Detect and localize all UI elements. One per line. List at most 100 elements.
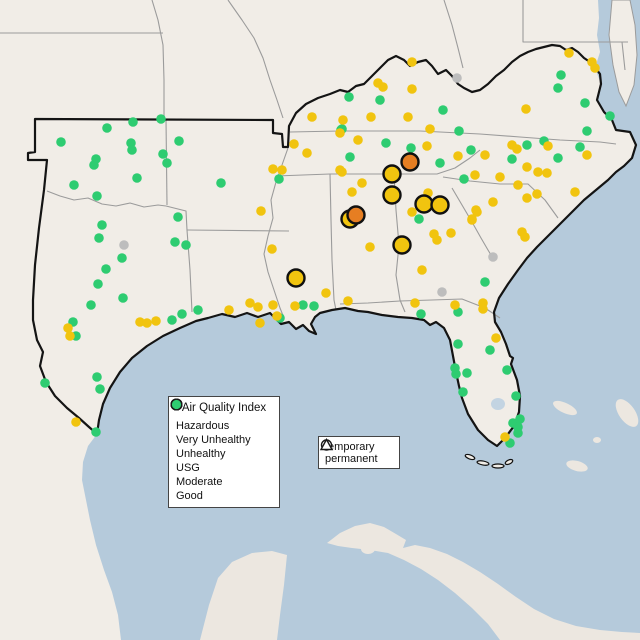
station-marker [553, 83, 563, 93]
station-marker [532, 189, 542, 199]
lake-okeechobee [491, 398, 505, 410]
station-marker [582, 150, 592, 160]
station-marker [245, 298, 255, 308]
station-marker [256, 206, 266, 216]
station-marker [488, 252, 498, 262]
station-marker [422, 141, 432, 151]
region-boundary [26, 43, 638, 448]
station-marker [543, 141, 553, 151]
station-marker [347, 187, 357, 197]
station-marker [268, 164, 278, 174]
station-marker [344, 92, 354, 102]
station-marker [522, 162, 532, 172]
station-marker [267, 244, 277, 254]
station-marker [478, 304, 488, 314]
station-marker [462, 368, 472, 378]
station-marker [375, 95, 385, 105]
station-marker [272, 311, 282, 321]
station-marker [381, 138, 391, 148]
station-marker [89, 160, 99, 170]
station-marker [480, 277, 490, 287]
station-marker [446, 228, 456, 238]
station-marker [142, 318, 152, 328]
station-marker [92, 191, 102, 201]
station-marker [127, 145, 137, 155]
permanent-triangle-icon [319, 438, 334, 451]
aqi-legend: Air Quality Index Hazardous Very Unhealt… [168, 396, 280, 508]
station-marker [502, 365, 512, 375]
station-marker [290, 301, 300, 311]
station-marker [101, 264, 111, 274]
aqi-legend-label: Unhealthy [176, 448, 226, 460]
station-marker [117, 253, 127, 263]
station-marker [454, 126, 464, 136]
station-marker [511, 391, 521, 401]
florida-keys [464, 453, 514, 469]
station-marker [417, 265, 427, 275]
station-marker [533, 167, 543, 177]
station-marker [495, 172, 505, 182]
station-marker [407, 207, 417, 217]
station-marker [174, 136, 184, 146]
station-marker [513, 428, 523, 438]
station-marker [570, 187, 580, 197]
aqi-legend-label: Moderate [176, 476, 223, 488]
station-marker [135, 317, 145, 327]
station-marker [65, 331, 75, 341]
station-marker [414, 214, 424, 224]
aqi-legend-label: Very Unhealthy [176, 434, 251, 446]
station-marker [253, 302, 263, 312]
station-marker [458, 387, 468, 397]
station-marker [425, 124, 435, 134]
bahamas-islands [553, 399, 639, 472]
station-marker [40, 378, 50, 388]
station-marker [450, 300, 460, 310]
station-marker [471, 205, 481, 215]
station-type-legend: temporary permanent [318, 436, 400, 469]
station-marker [542, 168, 552, 178]
station-marker [337, 167, 347, 177]
station-marker [432, 235, 442, 245]
station-marker [605, 111, 615, 121]
station-marker [520, 232, 530, 242]
temporary-station-marker [382, 164, 402, 184]
station-marker [451, 369, 461, 379]
station-marker [521, 104, 531, 114]
station-marker [69, 180, 79, 190]
station-marker [500, 432, 510, 442]
cuba-land [327, 523, 640, 640]
station-marker [158, 149, 168, 159]
station-marker [193, 305, 203, 315]
station-marker [86, 300, 96, 310]
station-marker [378, 82, 388, 92]
station-marker [467, 214, 477, 224]
station-marker [302, 148, 312, 158]
station-marker [407, 57, 417, 67]
station-marker [366, 112, 376, 122]
good-swatch-icon [170, 398, 183, 411]
temporary-station-marker [382, 185, 402, 205]
station-marker [438, 105, 448, 115]
station-marker [338, 115, 348, 125]
station-marker [491, 333, 501, 343]
aqi-legend-item-hazardous: Hazardous [169, 398, 279, 433]
station-marker [268, 300, 278, 310]
station-marker [406, 143, 416, 153]
temporary-station-marker [286, 268, 306, 288]
station-marker [580, 98, 590, 108]
station-marker [126, 138, 136, 148]
station-marker [345, 152, 355, 162]
temporary-station-marker [392, 235, 412, 255]
station-marker [118, 293, 128, 303]
station-marker [582, 126, 592, 136]
station-marker [277, 165, 287, 175]
station-marker [102, 123, 112, 133]
station-marker [224, 305, 234, 315]
station-marker [167, 315, 177, 325]
station-marker [289, 139, 299, 149]
aqi-legend-item-unhealthy: Unhealthy [169, 398, 279, 461]
station-marker [507, 154, 517, 164]
station-marker [56, 137, 66, 147]
station-marker [564, 48, 574, 58]
